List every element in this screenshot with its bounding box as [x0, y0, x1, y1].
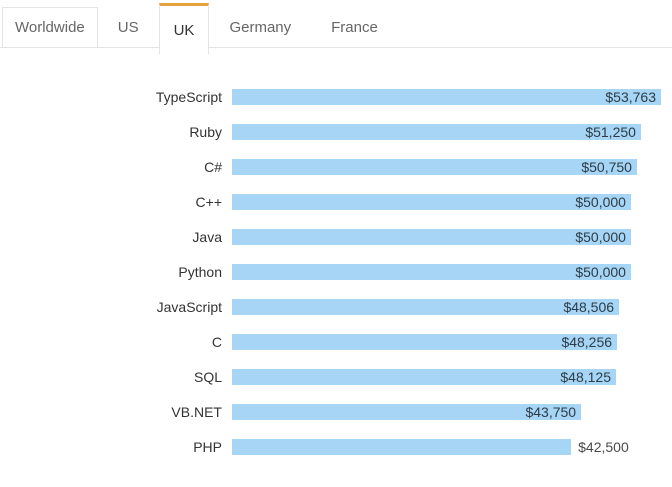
- chart-row: SQL $48,125: [0, 359, 672, 394]
- tab-france[interactable]: France: [331, 18, 378, 36]
- chart-row: C $48,256: [0, 324, 672, 359]
- bar-track: $42,500: [232, 438, 661, 455]
- bar-track: $51,250: [232, 123, 661, 140]
- chart-row: TypeScript $53,763: [0, 79, 672, 114]
- category-label: Java: [192, 228, 222, 245]
- salary-bar[interactable]: $50,000: [232, 263, 631, 280]
- salary-bar[interactable]: $48,506: [232, 298, 620, 315]
- tab-worldwide[interactable]: Worldwide: [2, 7, 98, 47]
- salary-bar[interactable]: $53,763: [232, 88, 661, 105]
- chart-row: JavaScript $48,506: [0, 289, 672, 324]
- bar-track: $50,000: [232, 228, 661, 245]
- value-label: $50,000: [575, 263, 626, 280]
- chart-row: C++ $50,000: [0, 184, 672, 219]
- salary-bar[interactable]: $43,750: [232, 403, 582, 420]
- chart-row: C# $50,750: [0, 149, 672, 184]
- salary-chart: TypeScript $53,763 Ruby $51,250 C# $50,750 C++…: [0, 79, 672, 464]
- bar-track: $48,256: [232, 333, 661, 350]
- value-label: $48,506: [563, 298, 615, 315]
- chart-row: PHP $42,500: [0, 429, 672, 464]
- tab-uk[interactable]: UK: [158, 3, 210, 54]
- value-label: $50,000: [575, 193, 626, 210]
- bar-track: $50,000: [232, 263, 661, 280]
- category-label: JavaScript: [156, 298, 222, 315]
- category-label: Ruby: [189, 123, 222, 140]
- salary-bar[interactable]: $48,125: [232, 368, 616, 385]
- bar-track: $50,750: [232, 158, 661, 175]
- tab-germany[interactable]: Germany: [229, 18, 292, 36]
- bar-track: $48,125: [232, 368, 661, 385]
- value-label: $43,750: [525, 403, 577, 420]
- category-label: PHP: [193, 438, 222, 455]
- category-label: Python: [178, 263, 222, 280]
- category-label: C++: [195, 193, 222, 210]
- chart-row: Python $50,000: [0, 254, 672, 289]
- bar-track: $48,506: [232, 298, 661, 315]
- value-label: $48,125: [560, 368, 611, 385]
- salary-bar[interactable]: $50,000: [232, 193, 631, 210]
- category-label: TypeScript: [155, 88, 222, 105]
- value-label: $53,763: [605, 88, 656, 105]
- tab-us[interactable]: US: [117, 18, 139, 36]
- salary-bar[interactable]: [232, 438, 572, 455]
- value-label: $51,250: [585, 123, 636, 140]
- bar-track: $43,750: [232, 403, 661, 420]
- salary-bar[interactable]: $51,250: [232, 123, 641, 140]
- category-label: C: [211, 333, 222, 350]
- bar-track: $50,000: [232, 193, 661, 210]
- value-label: $50,750: [581, 158, 632, 175]
- tab-bar: Worldwide US UK Germany France: [0, 0, 672, 54]
- category-label: SQL: [193, 368, 222, 385]
- chart-row: Java $50,000: [0, 219, 672, 254]
- salary-bar[interactable]: $48,256: [232, 333, 618, 350]
- category-label: VB.NET: [171, 403, 222, 420]
- value-label: $48,256: [561, 333, 613, 350]
- value-label: $42,500: [578, 438, 629, 455]
- value-label: $50,000: [575, 228, 626, 245]
- bar-track: $53,763: [232, 88, 661, 105]
- category-label: C#: [204, 158, 222, 175]
- chart-row: VB.NET $43,750: [0, 394, 672, 429]
- salary-bar[interactable]: $50,750: [232, 158, 637, 175]
- chart-row: Ruby $51,250: [0, 114, 672, 149]
- salary-bar[interactable]: $50,000: [232, 228, 631, 245]
